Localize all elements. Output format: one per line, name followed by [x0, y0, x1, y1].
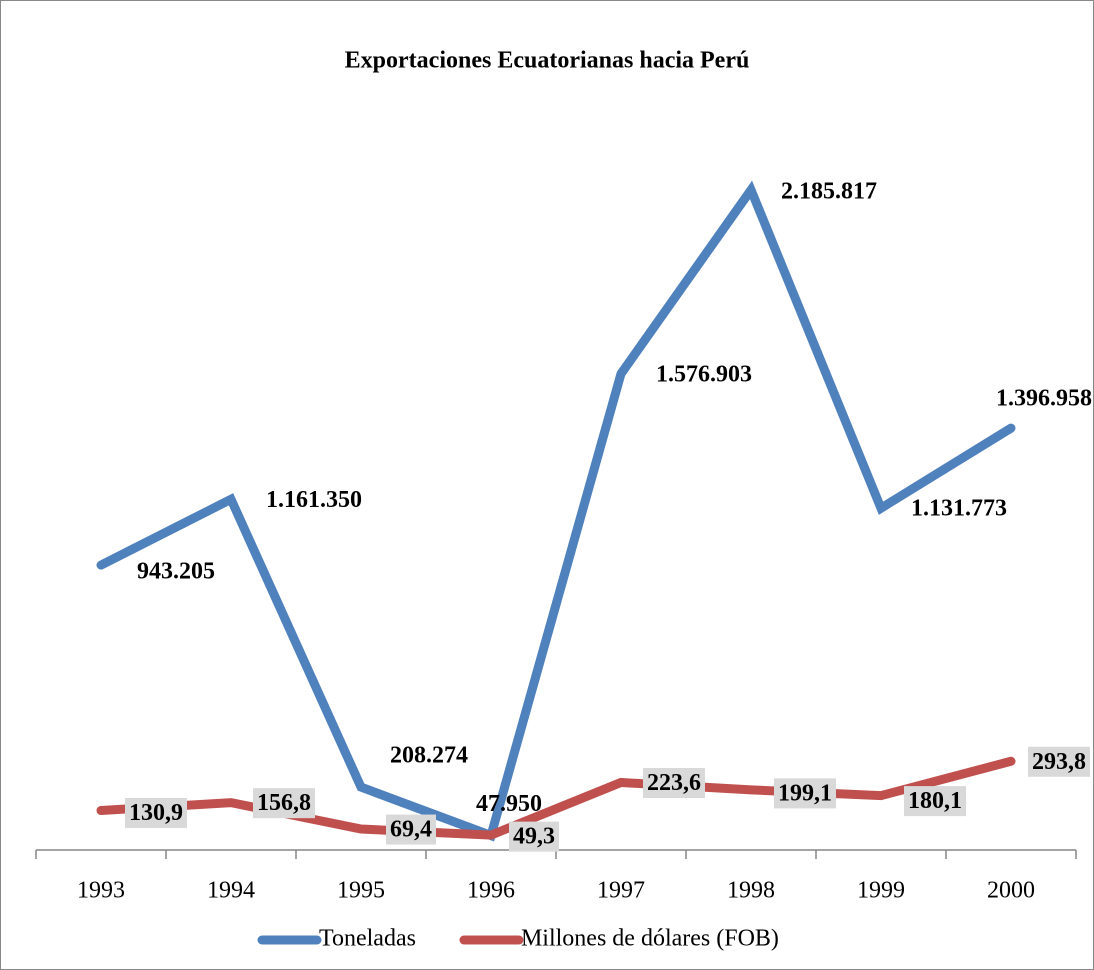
legend-label: Millones de dólares (FOB) [521, 926, 779, 952]
data-label-bg [253, 788, 315, 819]
line-series [96, 180, 1016, 842]
data-label-bg [509, 821, 559, 852]
data-label: 223,6 [647, 770, 701, 796]
data-label: 69,4 [390, 817, 432, 843]
data-label-bg [904, 786, 966, 817]
chart-title: Exportaciones Ecuatorianas hacia Perú [345, 48, 750, 74]
x-tick-label: 1996 [467, 878, 515, 904]
data-label: 130,9 [129, 800, 183, 826]
line-series [96, 756, 1016, 840]
data-label: 47.950 [476, 791, 542, 817]
data-label: 156,8 [257, 790, 311, 816]
data-label-bg [774, 778, 836, 809]
data-label-bg [643, 767, 705, 798]
data-label: 180,1 [908, 788, 962, 814]
data-label: 293,8 [1032, 749, 1086, 775]
data-label: 1.131.773 [911, 496, 1007, 522]
data-label: 49,3 [513, 824, 555, 850]
data-label-bg [386, 814, 436, 845]
x-tick-label: 1995 [337, 878, 385, 904]
data-label: 943.205 [137, 559, 215, 585]
data-label: 199,1 [778, 780, 832, 806]
data-label: 208.274 [390, 743, 468, 769]
x-tick-label: 1993 [77, 878, 125, 904]
data-label: 1.576.903 [656, 361, 752, 387]
data-label-bg [1028, 746, 1090, 777]
x-tick-label: 1998 [727, 878, 775, 904]
data-label: 1.396.958 [996, 386, 1092, 412]
x-tick-label: 1999 [857, 878, 905, 904]
legend-label: Toneladas [319, 926, 416, 952]
data-label-bg [125, 797, 187, 828]
data-label: 1.161.350 [266, 487, 362, 513]
data-label: 2.185.817 [781, 178, 877, 204]
x-tick-label: 2000 [987, 878, 1035, 904]
x-tick-label: 1997 [597, 878, 645, 904]
x-tick-label: 1994 [207, 878, 255, 904]
